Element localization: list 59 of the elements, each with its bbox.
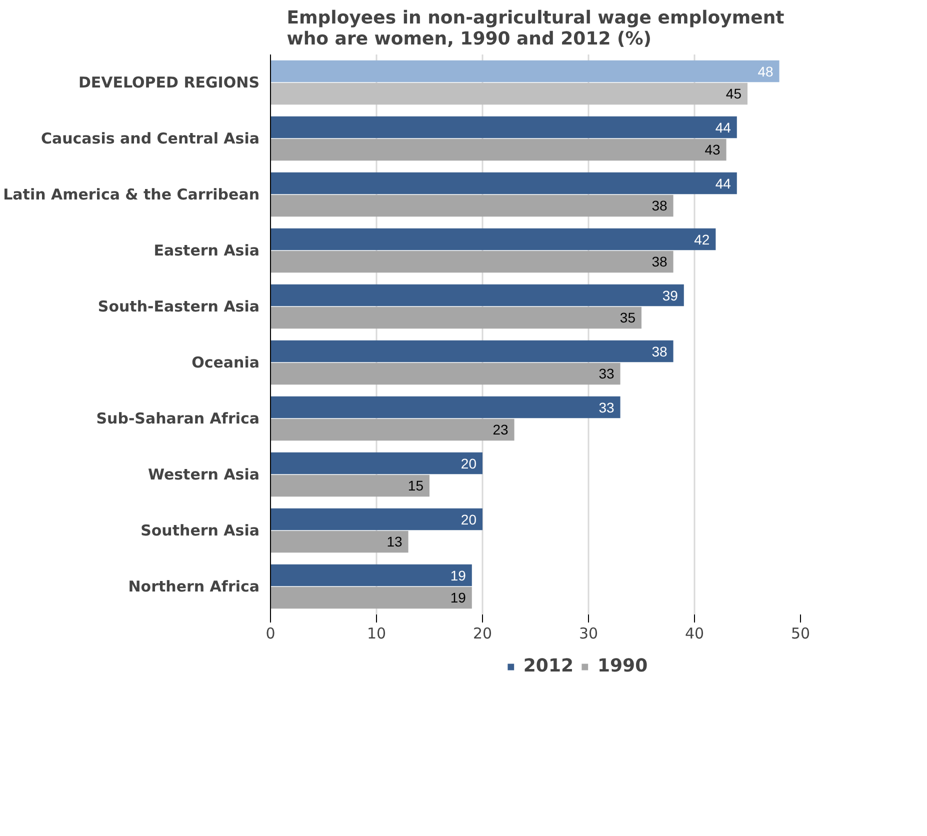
x-tick-label: 10 [366, 624, 386, 642]
bar [270, 82, 748, 105]
y-tick-label: Caucasis and Central Asia [40, 130, 260, 148]
bar [270, 306, 642, 329]
bar [270, 396, 620, 418]
bar [270, 172, 737, 194]
legend-label: 2012 [523, 656, 574, 676]
bar [270, 362, 620, 385]
data-label: 43 [704, 142, 721, 158]
data-label: 20 [460, 511, 477, 528]
data-label: 39 [662, 287, 678, 304]
bar [270, 340, 674, 362]
y-tick-label: Latin America & the Carribean [3, 186, 260, 204]
bar [270, 116, 737, 138]
bar [270, 138, 726, 161]
bar [270, 452, 482, 474]
bar [270, 250, 674, 273]
bar [270, 474, 430, 497]
x-tick-label: 20 [472, 624, 492, 642]
bar [270, 228, 716, 250]
bar [270, 586, 472, 609]
bar [270, 194, 674, 217]
data-label: 44 [715, 119, 732, 136]
data-label: 20 [460, 455, 477, 472]
data-label: 33 [598, 366, 615, 382]
data-label: 38 [652, 198, 668, 214]
y-tick-label: Northern Africa [128, 578, 260, 596]
data-label: 15 [408, 478, 424, 494]
x-tick-label: 30 [578, 624, 598, 642]
data-label: 19 [450, 567, 466, 584]
x-tick-label: 50 [790, 624, 810, 642]
chart-title: Employees in non-agricultural wage employment who are women, 1990 and 2012 (%) [286, 8, 785, 50]
data-label: 38 [652, 343, 668, 360]
y-tick-label: Eastern Asia [154, 242, 260, 260]
y-tick-label: Southern Asia [140, 522, 260, 540]
legend-label: 1990 [598, 656, 648, 676]
bar [270, 60, 780, 82]
data-label: 45 [726, 86, 742, 102]
y-tick-label: Western Asia [148, 466, 260, 484]
data-label: 19 [450, 590, 466, 606]
data-label: 33 [598, 399, 615, 416]
data-label: 38 [652, 254, 668, 270]
y-tick-label: Oceania [192, 354, 260, 372]
data-label: 35 [620, 310, 636, 326]
bar [270, 508, 482, 530]
data-label: 13 [386, 534, 403, 550]
data-label: 23 [492, 422, 509, 438]
bar [270, 418, 514, 441]
data-label: 44 [715, 175, 732, 192]
data-label: 42 [694, 231, 710, 248]
x-tick-label: 40 [684, 624, 704, 642]
data-label: 48 [758, 63, 774, 80]
y-tick-label: DEVELOPED REGIONS [78, 74, 260, 92]
y-tick-label: Sub-Saharan Africa [96, 410, 260, 428]
x-tick-label: 0 [266, 624, 276, 642]
bar [270, 284, 684, 306]
bar [270, 530, 408, 553]
y-tick-label: South-Eastern Asia [98, 298, 260, 316]
bar [270, 564, 472, 586]
